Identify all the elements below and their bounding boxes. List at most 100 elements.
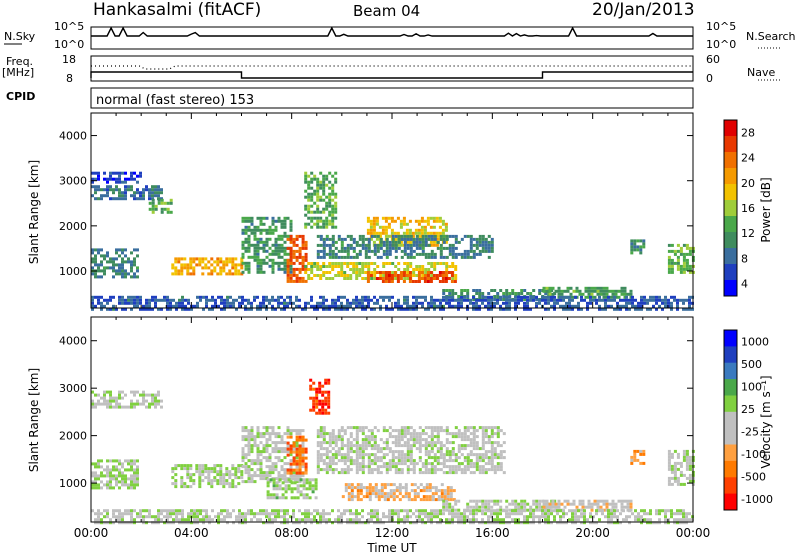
velocity-cell [304,462,308,466]
velocity-cell [520,502,524,506]
power-cell [445,262,449,265]
velocity-cell [127,521,130,525]
power-cell [151,194,154,198]
power-cell [277,252,281,256]
power-cell [316,183,320,187]
power-cell [174,272,178,276]
velocity-cell [238,512,241,516]
power-cell [417,274,421,277]
velocity-cell [427,441,431,445]
velocity-cell [295,459,299,463]
velocity-cell [183,482,187,486]
velocity-cell [166,512,169,516]
velocity-cell [481,444,485,448]
velocity-cell [151,393,154,397]
power-cell [349,268,353,271]
power-cell [265,216,269,220]
velocity-cell [433,426,437,430]
power-cell [240,257,244,261]
power-cell [432,225,436,229]
power-cell [551,292,555,296]
velocity-cell [478,447,482,451]
power-cell [664,295,667,299]
power-cell [390,216,394,220]
velocity-cell [463,459,467,463]
velocity-cell [637,518,640,522]
power-cell [616,307,619,311]
velocity-cell [433,429,437,433]
velocity-cell [572,499,576,503]
velocity-cell [394,509,397,513]
power-cell [180,272,184,276]
power-cell [466,255,470,259]
velocity-cell [315,405,319,409]
power-cell [562,304,565,308]
velocity-cell [646,512,649,516]
velocity-cell [460,518,463,522]
power-cell [397,240,401,244]
velocity-cell [301,459,305,463]
velocity-cell [478,499,482,503]
velocity-ytick-label: 4000 [59,335,87,348]
velocity-cell [362,495,366,499]
velocity-cell [397,515,400,519]
power-cell [475,246,479,250]
power-cell [385,243,389,247]
velocity-cell [228,485,232,489]
power-cell [444,271,448,274]
power-cell [391,307,394,311]
velocity-cell [346,447,350,451]
velocity-cell [673,467,677,471]
power-cell [349,234,353,238]
power-cell [435,234,439,238]
power-cell [268,298,271,302]
velocity-cell [418,432,422,436]
power-cell [91,301,94,305]
power-cell [130,171,133,175]
power-cell [325,252,329,256]
velocity-cell [508,502,512,506]
velocity-cell [100,402,103,406]
velocity-cell [222,485,226,489]
power-cell [241,301,244,305]
power-cell [406,252,410,256]
velocity-cell [186,473,190,477]
power-echo-region [630,239,646,255]
velocity-cell [466,438,470,442]
velocity-cell [395,486,399,490]
velocity-cell [406,509,409,513]
velocity-cell [174,482,178,486]
velocity-cell [466,459,470,463]
velocity-cell [385,444,389,448]
velocity-cell [581,499,585,503]
velocity-cell [301,450,305,454]
velocity-cell [358,429,362,433]
velocity-cell [337,509,340,513]
power-cell [307,301,310,305]
power-cell [226,298,229,302]
velocity-cell [481,441,485,445]
power-cell [247,249,251,253]
velocity-cell [94,393,97,397]
power-cell [442,289,446,292]
velocity-cell [391,512,394,516]
power-cell [406,265,410,268]
power-cell [412,274,416,277]
power-cell [438,216,442,220]
power-cell [451,265,455,268]
power-cell [427,307,430,311]
velocity-cell [391,450,395,454]
velocity-cell [377,498,381,502]
power-cell [328,255,332,259]
velocity-cell [94,486,97,490]
velocity-cell [184,518,187,522]
velocity-cell [643,518,646,522]
power-cell [289,225,293,229]
power-cell [322,262,326,265]
velocity-cell [688,464,692,468]
velocity-cell [97,518,100,522]
power-cell [490,240,494,244]
velocity-cell [286,471,290,475]
power-cell [418,268,422,271]
